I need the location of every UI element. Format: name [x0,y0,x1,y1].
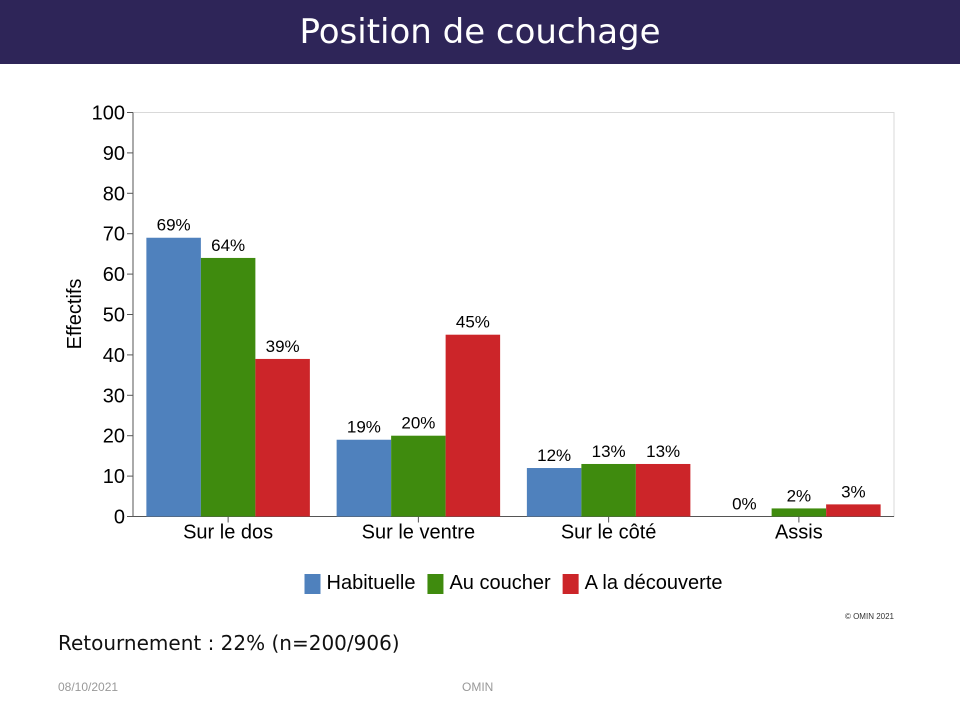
y-tick-label: 70 [103,224,125,246]
bar-value-label: 0% [732,495,757,514]
y-tick-label: 40 [103,345,125,367]
legend-swatch [304,574,321,594]
y-tick-label: 100 [92,103,125,125]
bar-value-label: 3% [841,482,866,501]
bar-value-label: 69% [157,216,191,235]
y-tick-label: 30 [103,385,125,407]
bar [445,334,501,517]
bar [581,463,636,517]
y-tick-label: 0 [114,507,125,529]
legend-label: A la découverte [585,572,723,594]
bar [771,508,827,517]
bar-value-label: 64% [211,236,245,255]
legend-swatch [562,574,579,594]
bar [255,358,310,517]
legend-label: Habituelle [327,572,416,594]
bar-value-label: 19% [347,418,381,437]
copyright-text: © OMIN 2021 [845,612,895,621]
y-tick-label: 80 [103,183,125,205]
bar-value-label: 39% [266,337,300,356]
bar-value-label: 13% [592,442,626,461]
bar-value-label: 45% [456,313,490,332]
bar [336,439,392,517]
bar [146,237,201,517]
bar-value-label: 20% [401,414,435,433]
legend: Habituelle Au coucher A la découverte [304,572,723,594]
x-tick-label: Assis [775,522,823,544]
y-tick-label: 50 [103,305,125,327]
bar-value-label: 2% [787,486,812,505]
y-tick-label: 20 [103,426,125,448]
bar [635,463,691,517]
bar [200,257,256,517]
x-tick-label: Sur le dos [183,522,273,544]
legend-label: Au coucher [449,572,551,594]
x-tick-label: Sur le côté [561,522,657,544]
bar-chart: 0 10 20 30 40 50 60 70 80 90 100 69% 64% 39% 19% 20% 45… [64,103,895,622]
bar [826,504,881,517]
slide-date: 08/10/2021 [58,680,119,694]
footnote-text: Retournement : 22% (n=200/906) [58,631,400,655]
slide-footer: OMIN [462,680,494,694]
legend-swatch [427,574,444,594]
y-tick-label: 60 [103,264,125,286]
y-tick-label: 10 [103,466,125,488]
y-tick-label: 90 [103,143,125,165]
x-tick-label: Sur le ventre [362,522,475,544]
bar-value-label: 13% [646,442,680,461]
slide-title: Position de couchage [0,0,960,64]
bar [391,435,446,517]
y-axis-label: Effectifs [64,279,86,350]
bar-value-label: 12% [537,446,571,465]
bar [526,468,582,517]
